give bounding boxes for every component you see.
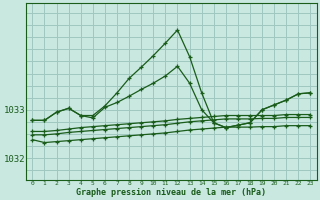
X-axis label: Graphe pression niveau de la mer (hPa): Graphe pression niveau de la mer (hPa) — [76, 188, 267, 197]
